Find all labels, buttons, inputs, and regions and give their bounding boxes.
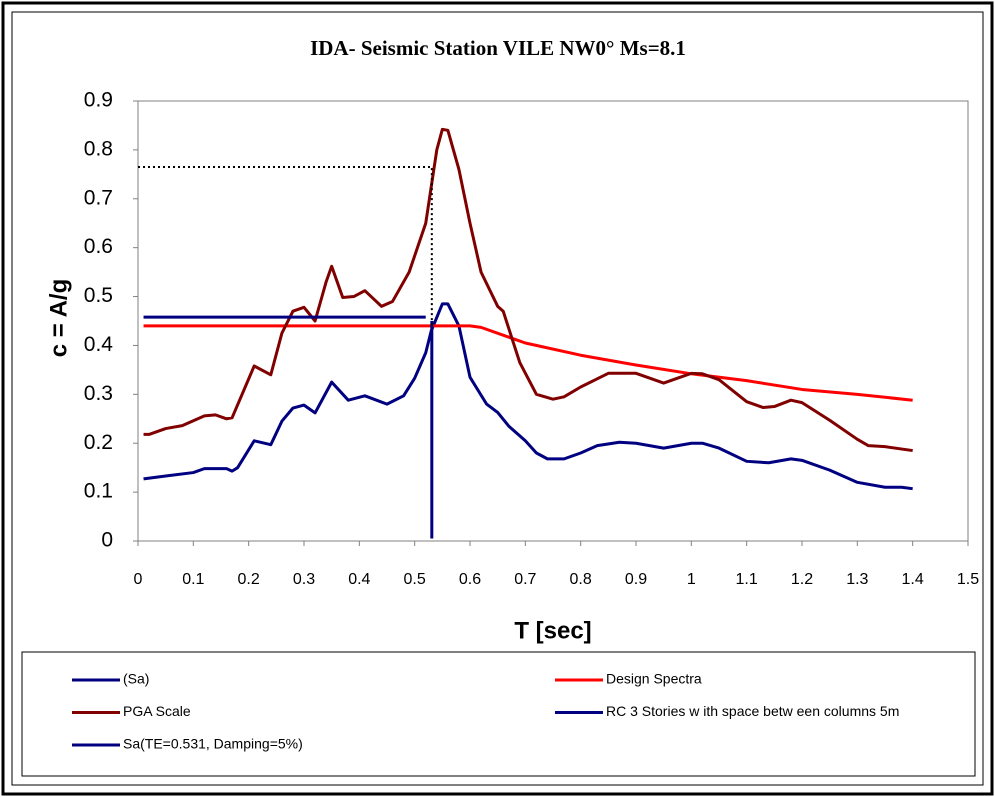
x-tick-label: 0.5 [404,571,426,588]
series-line [143,127,913,453]
x-tick-label: 1.3 [846,571,868,588]
x-tick-label: 1.4 [902,571,924,588]
x-tick-label: 1.1 [736,571,758,588]
chart-title: IDA- Seismic Station VILE NW0° Ms=8.1 [310,36,686,60]
y-tick-label: 0.9 [84,89,113,112]
legend-label: Design Spectra [606,671,702,687]
y-tick-label: 0.3 [84,382,113,405]
legend-label: Sa(TE=0.531, Damping=5%) [123,736,303,752]
x-tick-label: 0.2 [238,571,260,588]
x-tick-label: 0.6 [459,571,481,588]
x-tick-label: 0.8 [570,571,592,588]
x-tick-label: 1 [687,571,696,588]
legend-label: (Sa) [123,671,149,687]
y-tick-label: 0.7 [84,186,113,209]
x-tick-label: 1.5 [957,571,979,588]
x-tick-label: 0.3 [293,571,315,588]
y-tick-label: 0.2 [84,431,113,454]
x-tick-label: 1.2 [791,571,813,588]
y-tick-label: 0.4 [84,333,114,356]
legend-label: PGA Scale [123,703,191,719]
x-tick-label: 0.7 [514,571,536,588]
x-tick-label: 0.9 [625,571,647,588]
series-line [143,324,913,402]
x-tick-label: 0 [134,571,143,588]
y-axis-label: c = A/g [45,279,72,357]
plot-area [137,100,969,542]
y-tick-label: 0.6 [84,235,113,258]
legend-label: RC 3 Stories w ith space betw een column… [606,703,899,719]
y-tick-label: 0.8 [84,137,113,160]
x-tick-label: 0.4 [348,571,370,588]
x-axis-label: T [sec] [514,617,591,644]
y-tick-label: 0.1 [84,480,113,503]
y-tick-label: 0 [101,529,113,552]
series-line [143,302,913,491]
x-tick-label: 0.1 [182,571,204,588]
legend-box [21,651,976,777]
y-tick-label: 0.5 [84,284,113,307]
chart-frame [11,11,984,786]
